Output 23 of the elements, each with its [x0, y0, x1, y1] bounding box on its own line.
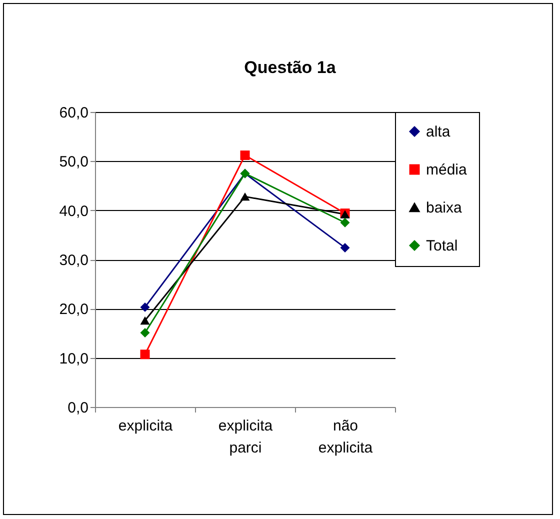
x-tick-label: explicita	[118, 418, 174, 434]
y-tick-label: 10,0	[59, 350, 88, 368]
y-tick-label: 50,0	[59, 154, 88, 171]
point	[140, 302, 150, 312]
legend-label: Total	[426, 238, 458, 254]
point	[340, 218, 350, 228]
y-tick-label: 20,0	[59, 301, 88, 318]
y-tick-label: 30,0	[59, 252, 88, 269]
legend-label: baixa	[426, 200, 463, 216]
point	[240, 150, 250, 160]
point	[140, 350, 150, 360]
x-tick-label: não explicita	[318, 418, 374, 456]
x-tick-label: explicita parci	[218, 418, 274, 456]
point	[240, 192, 250, 201]
legend-label: alta	[426, 124, 451, 140]
point	[140, 316, 150, 325]
chart-title: Questão 1a	[244, 58, 336, 77]
legend-label: média	[426, 162, 468, 178]
point	[140, 328, 150, 338]
point	[340, 242, 350, 252]
y-tick-label: 60,0	[59, 104, 88, 122]
y-tick-label: 40,0	[59, 202, 88, 220]
y-tick-label: 0,0	[68, 400, 88, 416]
